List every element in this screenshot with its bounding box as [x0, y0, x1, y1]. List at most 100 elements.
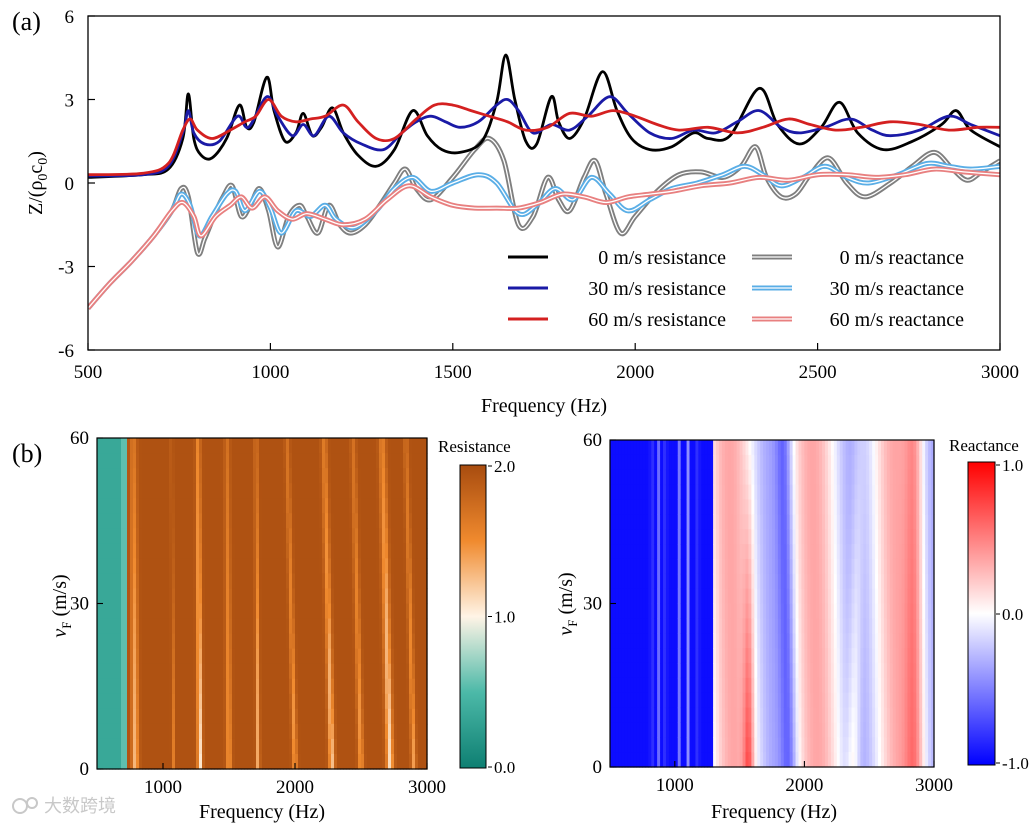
heatmap-cell	[863, 618, 867, 634]
heatmap-cell	[636, 752, 641, 768]
heatmap-cell	[199, 723, 203, 740]
heatmap-cell	[205, 543, 209, 559]
heatmap-cell	[307, 558, 311, 575]
heatmap-cell	[268, 588, 272, 605]
heatmap-cell	[842, 722, 847, 738]
heatmap-cell	[208, 693, 212, 710]
heatmap-cell	[904, 558, 909, 575]
heatmap-cell	[695, 454, 699, 471]
heatmap-cell	[689, 484, 694, 501]
heatmap-cell	[313, 543, 317, 559]
heatmap-cell	[665, 484, 670, 501]
heatmap-cell	[683, 573, 688, 590]
heatmap-cell	[208, 633, 212, 650]
heatmap-cell	[689, 722, 694, 738]
heatmap-cell	[680, 603, 685, 619]
heatmap-cell	[250, 543, 254, 559]
heatmap-cell	[769, 692, 773, 709]
heatmap-cell	[642, 648, 646, 664]
resistance-x-ticks: 1000 2000 3000	[144, 763, 446, 798]
heatmap-cell	[660, 514, 664, 530]
heatmap-cell	[355, 723, 359, 740]
heatmap-cell	[364, 738, 368, 755]
heatmap-cell	[112, 483, 116, 499]
heatmap-cell	[618, 752, 623, 768]
heatmap-cell	[763, 722, 767, 738]
heatmap-cell	[780, 722, 785, 738]
heatmap-cell	[142, 648, 146, 665]
heatmap-cell	[919, 648, 923, 664]
heatmap-cell	[825, 737, 829, 753]
heatmap-cell	[136, 453, 140, 469]
heatmap-cell	[612, 648, 617, 664]
heatmap-cell	[307, 708, 311, 725]
heatmap-cell	[901, 618, 906, 634]
heatmap-cell	[825, 573, 829, 590]
heatmap-cell	[145, 738, 149, 755]
heatmap-cell	[262, 738, 266, 755]
heatmap-cell	[163, 678, 167, 695]
heatmap-cell	[692, 484, 697, 501]
heatmap-cell	[777, 707, 782, 724]
heatmap-cell	[166, 648, 170, 665]
heatmap-cell	[187, 573, 191, 590]
heatmap-cell	[256, 498, 260, 514]
heatmap-cell	[163, 528, 167, 544]
heatmap-cell	[707, 529, 711, 545]
heatmap-cell	[160, 678, 164, 695]
heatmap-cell	[892, 707, 897, 724]
heatmap-cell	[193, 753, 197, 770]
heatmap-cell	[883, 484, 888, 501]
heatmap-cell	[415, 483, 419, 499]
heatmap-cell	[677, 618, 682, 634]
heatmap-cell	[178, 588, 182, 605]
heatmap-cell	[214, 603, 218, 620]
reactance-y-label: vF (m/s)	[555, 572, 580, 635]
heatmap-cell	[328, 723, 332, 740]
heatmap-cell	[627, 544, 632, 560]
heatmap-cell	[648, 707, 652, 724]
heatmap-cell	[701, 440, 705, 456]
heatmap-cell	[280, 708, 284, 725]
heatmap-cell	[724, 618, 729, 634]
heatmap-cell	[367, 558, 371, 575]
heatmap-cell	[754, 618, 758, 634]
heatmap-cell	[301, 573, 305, 590]
heatmap-cell	[301, 453, 305, 469]
heatmap-cell	[816, 529, 820, 545]
heatmap-cell	[319, 453, 323, 469]
heatmap-cell	[804, 648, 808, 664]
heatmap-cell	[769, 722, 773, 738]
heatmap-cell	[742, 677, 747, 694]
heatmap-cell	[346, 468, 350, 484]
heatmap-cell	[253, 498, 257, 514]
heatmap-cell	[415, 528, 419, 544]
heatmap-cell	[901, 707, 906, 724]
heatmap-cell	[895, 707, 900, 724]
heatmap-cell	[172, 513, 176, 529]
heatmap-cell	[364, 453, 368, 469]
heatmap-cell	[901, 454, 906, 471]
heatmap-cell	[910, 662, 914, 679]
heatmap-cell	[813, 677, 817, 694]
heatmap-cell	[337, 708, 341, 725]
heatmap-cell	[244, 648, 248, 665]
heatmap-cell	[857, 469, 861, 486]
heatmap-cell	[355, 483, 359, 499]
heatmap-cell	[889, 677, 894, 694]
heatmap-cell	[142, 663, 146, 680]
heatmap-cell	[886, 692, 891, 709]
heatmap-cell	[739, 677, 744, 694]
heatmap-cell	[665, 603, 670, 619]
heatmap-cell	[388, 648, 392, 665]
heatmap-cell	[235, 648, 239, 665]
heatmap-cell	[196, 573, 200, 590]
heatmap-cell	[783, 469, 788, 486]
heatmap-cell	[822, 737, 826, 753]
heatmap-cell	[663, 722, 667, 738]
heatmap-cell	[777, 558, 782, 575]
heatmap-cell	[895, 633, 900, 649]
heatmap-cell	[370, 603, 374, 620]
heatmap-cell	[349, 558, 353, 575]
heatmap-cell	[913, 514, 917, 530]
